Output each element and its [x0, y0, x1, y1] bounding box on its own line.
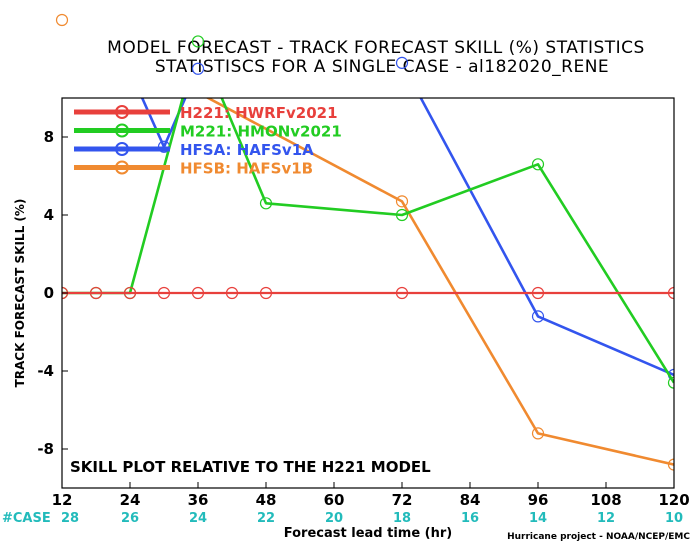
- data-point: [395, 286, 409, 300]
- case-count: 24: [189, 511, 207, 526]
- data-point: [667, 286, 674, 300]
- y-tick-label: 4: [44, 206, 54, 224]
- data-point: [531, 286, 545, 300]
- data-point: [191, 35, 205, 48]
- series-line: [62, 98, 674, 384]
- case-count: 20: [325, 511, 343, 526]
- x-tick-label: 72: [392, 491, 413, 509]
- x-tick-label: 12: [52, 491, 73, 509]
- x-tick-label: 84: [460, 491, 481, 509]
- case-label: #CASE: [2, 511, 51, 526]
- data-point: [225, 286, 239, 300]
- credit-text: Hurricane project - NOAA/NCEP/EMC: [507, 532, 690, 542]
- x-tick-label: 120: [658, 491, 689, 509]
- y-axis: -8 -4 0 4 8: [37, 128, 68, 458]
- legend-label: HFSA: HAFSv1A: [180, 141, 314, 159]
- data-point: [157, 286, 171, 300]
- case-count: 12: [597, 511, 615, 526]
- data-point: [123, 286, 137, 300]
- data-point: [191, 62, 205, 75]
- case-count: 22: [257, 511, 275, 526]
- data-point: [395, 56, 409, 70]
- data-point: [259, 286, 273, 300]
- legend-marker: [115, 105, 129, 119]
- data-point: [531, 310, 545, 323]
- annotation-box: [64, 455, 476, 477]
- y-tick-label: -4: [37, 362, 54, 380]
- chart-subtitle: STATISTISCS FOR A SINGLE CASE - al182020…: [155, 57, 609, 77]
- legend-entry: HFSB: HAFSv1B: [74, 160, 313, 178]
- legend-marker: [115, 123, 129, 138]
- y-tick-label: 8: [44, 128, 54, 146]
- legend-entry: M221: HMONv2021: [74, 123, 342, 141]
- outside-markers: [55, 13, 409, 75]
- data-point: [531, 427, 545, 440]
- chart-title: MODEL FORECAST - TRACK FORECAST SKILL (%…: [107, 38, 645, 58]
- x-tick-label: 24: [120, 491, 141, 509]
- legend-label: H221: HWRFv2021: [180, 104, 338, 122]
- data-point: [55, 13, 69, 27]
- legend-entry: HFSA: HAFSv1A: [74, 141, 314, 159]
- data-point: [89, 286, 103, 300]
- y-axis-label: TRACK FORECAST SKILL (%): [13, 199, 27, 388]
- case-count: 26: [121, 511, 139, 526]
- data-point: [531, 158, 545, 171]
- legend-entry: H221: HWRFv2021: [74, 104, 338, 122]
- x-axis: 12 24 36 48 60 72 84 96 108 120: [52, 482, 690, 509]
- series-layer: [23, 98, 674, 471]
- series-line: [205, 98, 674, 466]
- data-point: [23, 108, 34, 119]
- case-count: 10: [665, 511, 683, 526]
- series-3: [205, 98, 674, 471]
- data-point: [191, 286, 205, 300]
- annotation-text: SKILL PLOT RELATIVE TO THE H221 MODEL: [70, 458, 431, 476]
- data-point: [395, 208, 409, 222]
- y-tick-label: 0: [44, 284, 54, 302]
- series-0: [62, 286, 674, 300]
- series-line: [140, 98, 674, 377]
- x-tick-label: 60: [324, 491, 345, 509]
- x-tick-label: 96: [528, 491, 549, 509]
- legend-label: HFSB: HAFSv1B: [180, 160, 313, 178]
- data-point: [259, 197, 273, 210]
- x-axis-label: Forecast lead time (hr): [284, 526, 452, 541]
- legend-label: M221: HMONv2021: [180, 123, 342, 141]
- case-counts: 28 26 24 22 20 18 16 14 12 10: [61, 511, 683, 526]
- case-count: 18: [393, 511, 411, 526]
- x-tick-label: 36: [188, 491, 209, 509]
- x-tick-label: 48: [256, 491, 277, 509]
- x-tick-label: 108: [590, 491, 621, 509]
- legend-marker: [115, 142, 129, 156]
- legend-marker: [115, 160, 129, 175]
- case-count: 14: [529, 511, 547, 526]
- data-point: [667, 376, 674, 389]
- case-count: 16: [461, 511, 479, 526]
- data-point: [667, 458, 674, 471]
- data-point: [395, 195, 409, 208]
- case-count: 28: [61, 511, 79, 526]
- y-tick-label: -8: [37, 440, 54, 458]
